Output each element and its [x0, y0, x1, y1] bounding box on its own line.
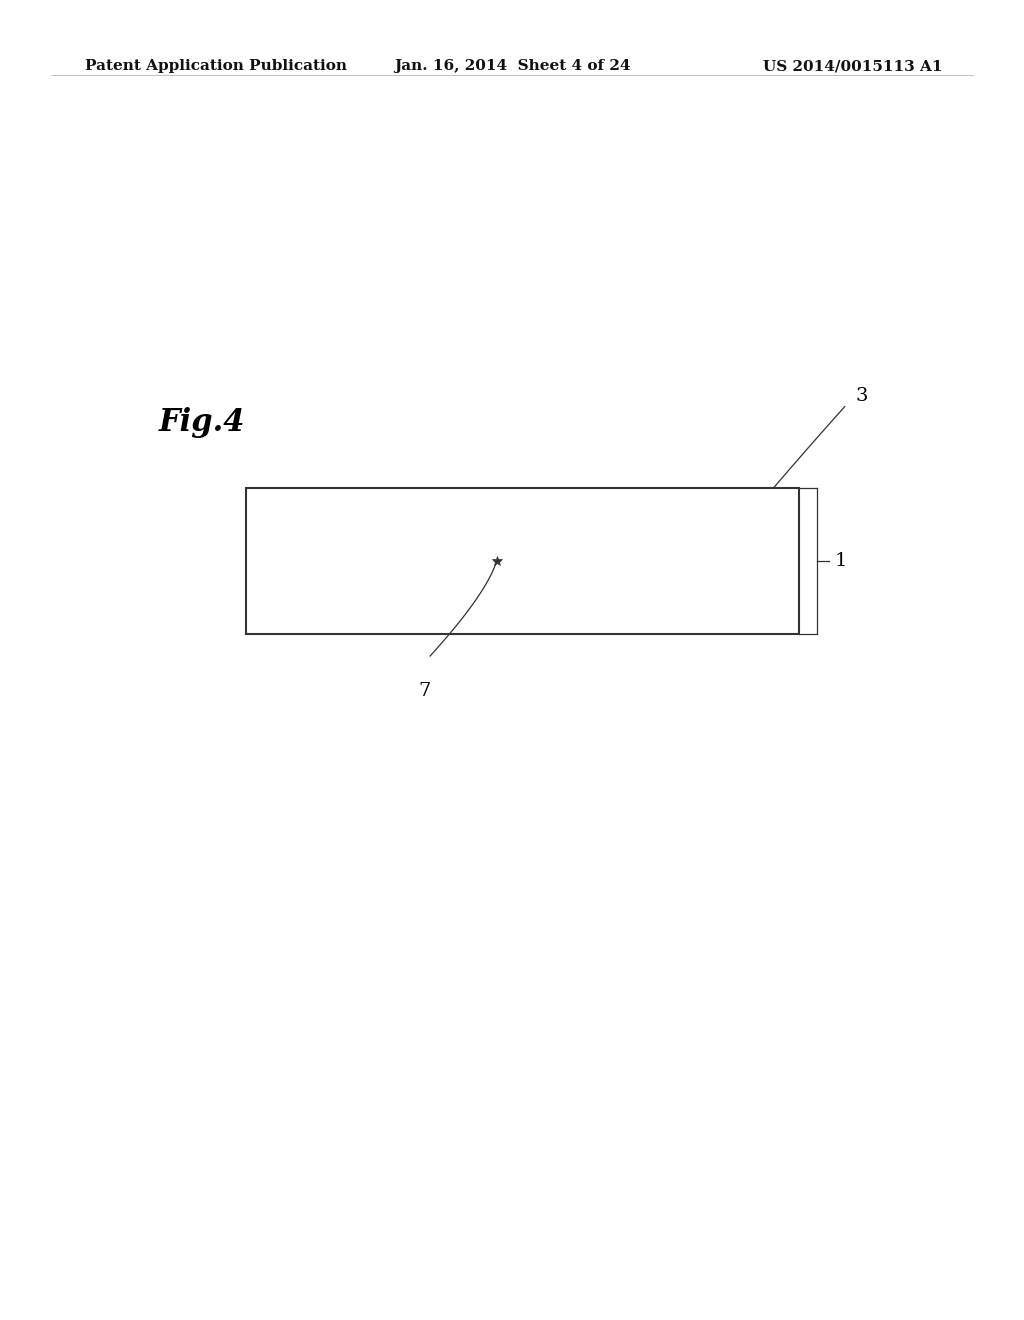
- Text: 3: 3: [855, 387, 867, 405]
- Text: Fig.4: Fig.4: [159, 407, 245, 438]
- Text: 1: 1: [835, 552, 847, 570]
- Text: 7: 7: [419, 682, 431, 701]
- Text: Jan. 16, 2014  Sheet 4 of 24: Jan. 16, 2014 Sheet 4 of 24: [394, 59, 630, 74]
- Text: Patent Application Publication: Patent Application Publication: [85, 59, 347, 74]
- Bar: [246, 488, 799, 634]
- Text: US 2014/0015113 A1: US 2014/0015113 A1: [763, 59, 942, 74]
